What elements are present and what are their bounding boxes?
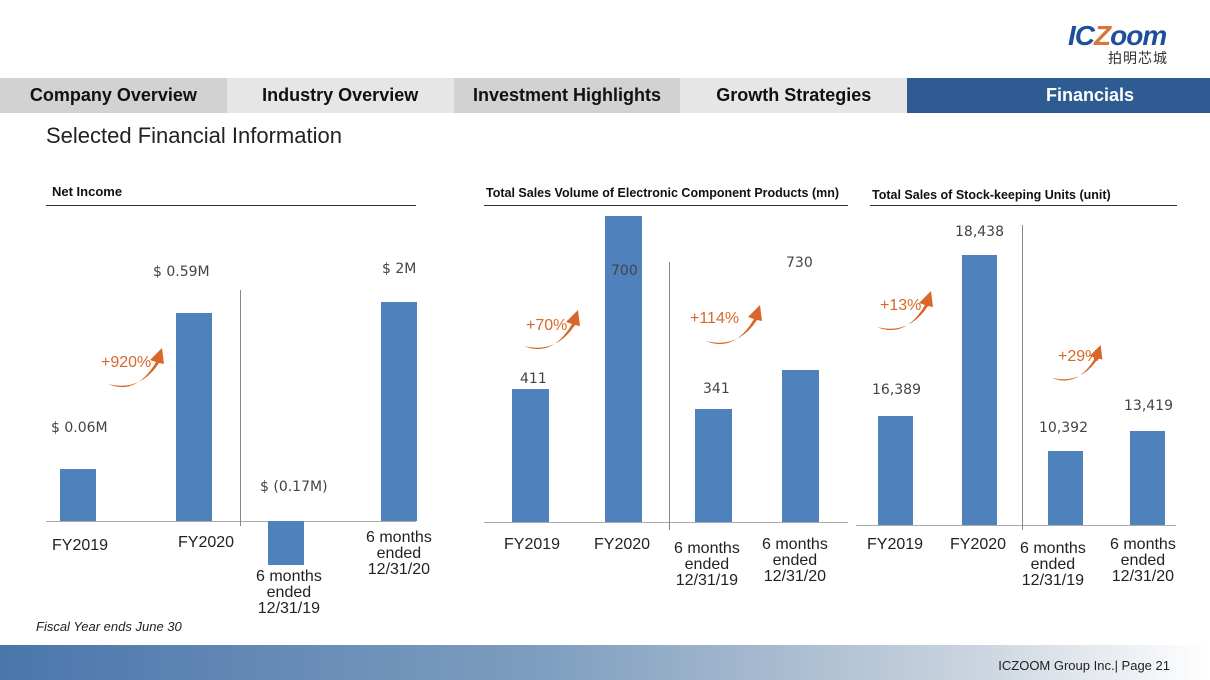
growth-arrow-icon [877, 291, 933, 331]
data-label: 411 [520, 371, 547, 387]
data-label: 341 [703, 381, 730, 397]
tab-company-overview[interactable]: Company Overview [0, 78, 227, 113]
category-label: FY2019 [867, 536, 924, 553]
data-label: 700 [611, 263, 638, 279]
growth-arrow-icon [524, 310, 580, 350]
chart-title-net-income: Net Income [52, 184, 123, 199]
category-label: FY2019 [504, 536, 561, 553]
bar [512, 389, 549, 522]
data-label: 13,419 [1124, 398, 1173, 414]
category-label: 6 months ended 12/31/20 [762, 536, 828, 585]
data-label: 730 [786, 255, 813, 271]
bar [1048, 451, 1083, 525]
bar [176, 313, 212, 521]
nav-tabs: Company Overview Industry Overview Inves… [0, 78, 1210, 113]
category-label: FY2020 [950, 536, 1007, 553]
data-label: $ 0.06M [51, 420, 108, 436]
footer-band [0, 645, 1210, 680]
divider [46, 205, 416, 206]
chart-title-sku: Total Sales of Stock-keeping Units (unit… [872, 188, 1111, 202]
category-label: 6 months ended 12/31/19 [674, 540, 740, 589]
growth-label: +920% [101, 354, 152, 371]
category-label: FY2019 [52, 537, 109, 554]
tab-growth-strategies[interactable]: Growth Strategies [680, 78, 908, 113]
category-label: 6 months ended 12/31/19 [256, 568, 322, 617]
footer-text: ICZOOM Group Inc.| Page 21 [998, 658, 1170, 673]
baseline [856, 525, 1176, 526]
data-label: $ 2M [382, 261, 417, 277]
growth-label: +13% [880, 297, 922, 314]
growth-arrow-icon [706, 305, 762, 345]
data-label: 16,389 [872, 382, 921, 398]
tab-investment-highlights[interactable]: Investment Highlights [453, 78, 681, 113]
bar [1130, 431, 1165, 525]
bar [60, 469, 96, 521]
axis-break [240, 290, 241, 526]
chart-title-sales-volume: Total Sales Volume of Electronic Compone… [486, 186, 840, 200]
bar [381, 302, 417, 521]
bar [878, 416, 913, 525]
category-label: FY2020 [178, 534, 235, 551]
divider [870, 205, 1177, 206]
category-label: 6 months ended 12/31/20 [366, 529, 432, 578]
data-label: $ 0.59M [153, 264, 210, 280]
tab-financials[interactable]: Financials [907, 78, 1210, 113]
data-label: 10,392 [1039, 420, 1088, 436]
baseline [46, 521, 416, 522]
growth-arrow-icon [108, 348, 164, 388]
divider [484, 205, 848, 206]
tab-industry-overview[interactable]: Industry Overview [226, 78, 454, 113]
baseline [484, 522, 848, 523]
growth-arrow-icon [1051, 345, 1103, 381]
bar [695, 409, 732, 522]
iczoom-logo: ICZoom 拍明芯城 [1068, 20, 1168, 67]
growth-label: +114% [690, 310, 740, 327]
growth-label: +29% [1058, 348, 1100, 365]
page-title: Selected Financial Information [46, 123, 342, 148]
axis-break [669, 262, 670, 530]
axis-break [1022, 225, 1023, 530]
bar [268, 521, 304, 566]
category-label: FY2020 [594, 536, 651, 553]
bar [782, 370, 819, 522]
bar [962, 254, 997, 525]
growth-label: +70% [526, 317, 568, 334]
footnote: Fiscal Year ends June 30 [36, 619, 182, 634]
category-label: 6 months ended 12/31/20 [1110, 536, 1176, 585]
data-label: $ (0.17M) [260, 479, 328, 495]
bar [605, 215, 642, 522]
category-label: 6 months ended 12/31/19 [1020, 540, 1086, 589]
data-label: 18,438 [955, 224, 1004, 240]
